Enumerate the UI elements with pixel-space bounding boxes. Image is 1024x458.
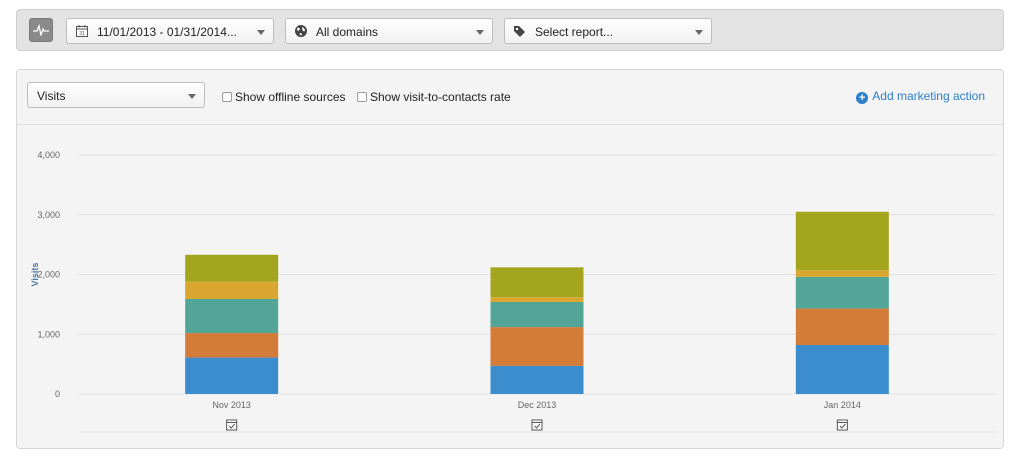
x-tick-label: Dec 2013 (518, 400, 557, 410)
show-visit-rate-checkbox[interactable]: Show visit-to-contacts rate (357, 90, 511, 104)
chevron-down-icon (476, 30, 484, 35)
x-tick-label: Jan 2014 (824, 400, 861, 410)
chevron-down-icon (188, 94, 196, 99)
checkbox-box[interactable] (357, 92, 367, 102)
calendar-check-icon (836, 419, 848, 431)
bar-segment (185, 298, 279, 334)
bar-segment (490, 327, 584, 366)
chevron-down-icon (257, 30, 265, 35)
bar-segment (795, 270, 889, 277)
chart-panel: Visits Show offline sources Show visit-t… (16, 69, 1004, 449)
calendar-check-icon (839, 423, 846, 429)
chevron-down-icon (695, 30, 703, 35)
y-tick-label: 2,000 (37, 270, 60, 280)
filter-toolbar: 31 11/01/2013 - 01/31/2014... All domain… (16, 9, 1004, 51)
calendar-check-icon (228, 423, 236, 429)
chart-controls: Visits Show offline sources Show visit-t… (17, 70, 1003, 125)
plus-circle-icon: + (856, 92, 869, 104)
globe-icon (295, 25, 307, 37)
bar-segment (795, 308, 889, 346)
bar-segment (795, 345, 889, 394)
report-select[interactable]: Select report... (504, 18, 712, 44)
show-visit-rate-label: Show visit-to-contacts rate (370, 90, 511, 104)
pulse-toggle-button[interactable] (29, 18, 53, 42)
y-tick-label: 0 (55, 389, 60, 399)
y-tick-label: 4,000 (37, 150, 60, 160)
bar-segment (490, 297, 584, 302)
bar-segment (185, 357, 279, 394)
date-range-select[interactable]: 31 11/01/2013 - 01/31/2014... (66, 18, 274, 44)
metric-value: Visits (37, 89, 66, 103)
bar-segment (795, 276, 889, 309)
metric-select[interactable]: Visits (27, 82, 205, 108)
bar-segment (490, 301, 584, 328)
x-tick-label: Nov 2013 (212, 400, 251, 410)
bar-segment (185, 254, 279, 282)
bar-segment (490, 267, 584, 298)
y-axis-title: Visits (30, 263, 40, 287)
calendar-check-icon (534, 423, 541, 429)
y-tick-label: 3,000 (37, 210, 60, 220)
bar-segment (185, 333, 279, 358)
calendar-icon: 31 (76, 25, 88, 37)
add-marketing-action-label: Add marketing action (872, 89, 985, 103)
date-range-value: 11/01/2013 - 01/31/2014... (97, 25, 237, 39)
domain-value: All domains (316, 25, 379, 39)
pulse-icon (33, 24, 49, 36)
show-offline-sources-checkbox[interactable]: Show offline sources (222, 90, 346, 104)
report-value: Select report... (535, 25, 614, 39)
visits-chart: 0 1,000 2,000 3,000 4,000 Visits Nov 2013 Dec 2… (30, 150, 995, 433)
calendar-check-icon (226, 419, 238, 431)
bar-segment (795, 211, 889, 271)
y-tick-label: 1,000 (37, 329, 60, 339)
tag-icon (514, 26, 525, 37)
bar-segment (490, 365, 584, 394)
calendar-check-icon (531, 419, 543, 431)
add-marketing-action-link[interactable]: + Add marketing action (856, 89, 985, 104)
svg-text:31: 31 (79, 31, 85, 37)
show-offline-sources-label: Show offline sources (235, 90, 346, 104)
bar-segment (185, 281, 279, 299)
domain-select[interactable]: All domains (285, 18, 493, 44)
checkbox-box[interactable] (222, 92, 232, 102)
